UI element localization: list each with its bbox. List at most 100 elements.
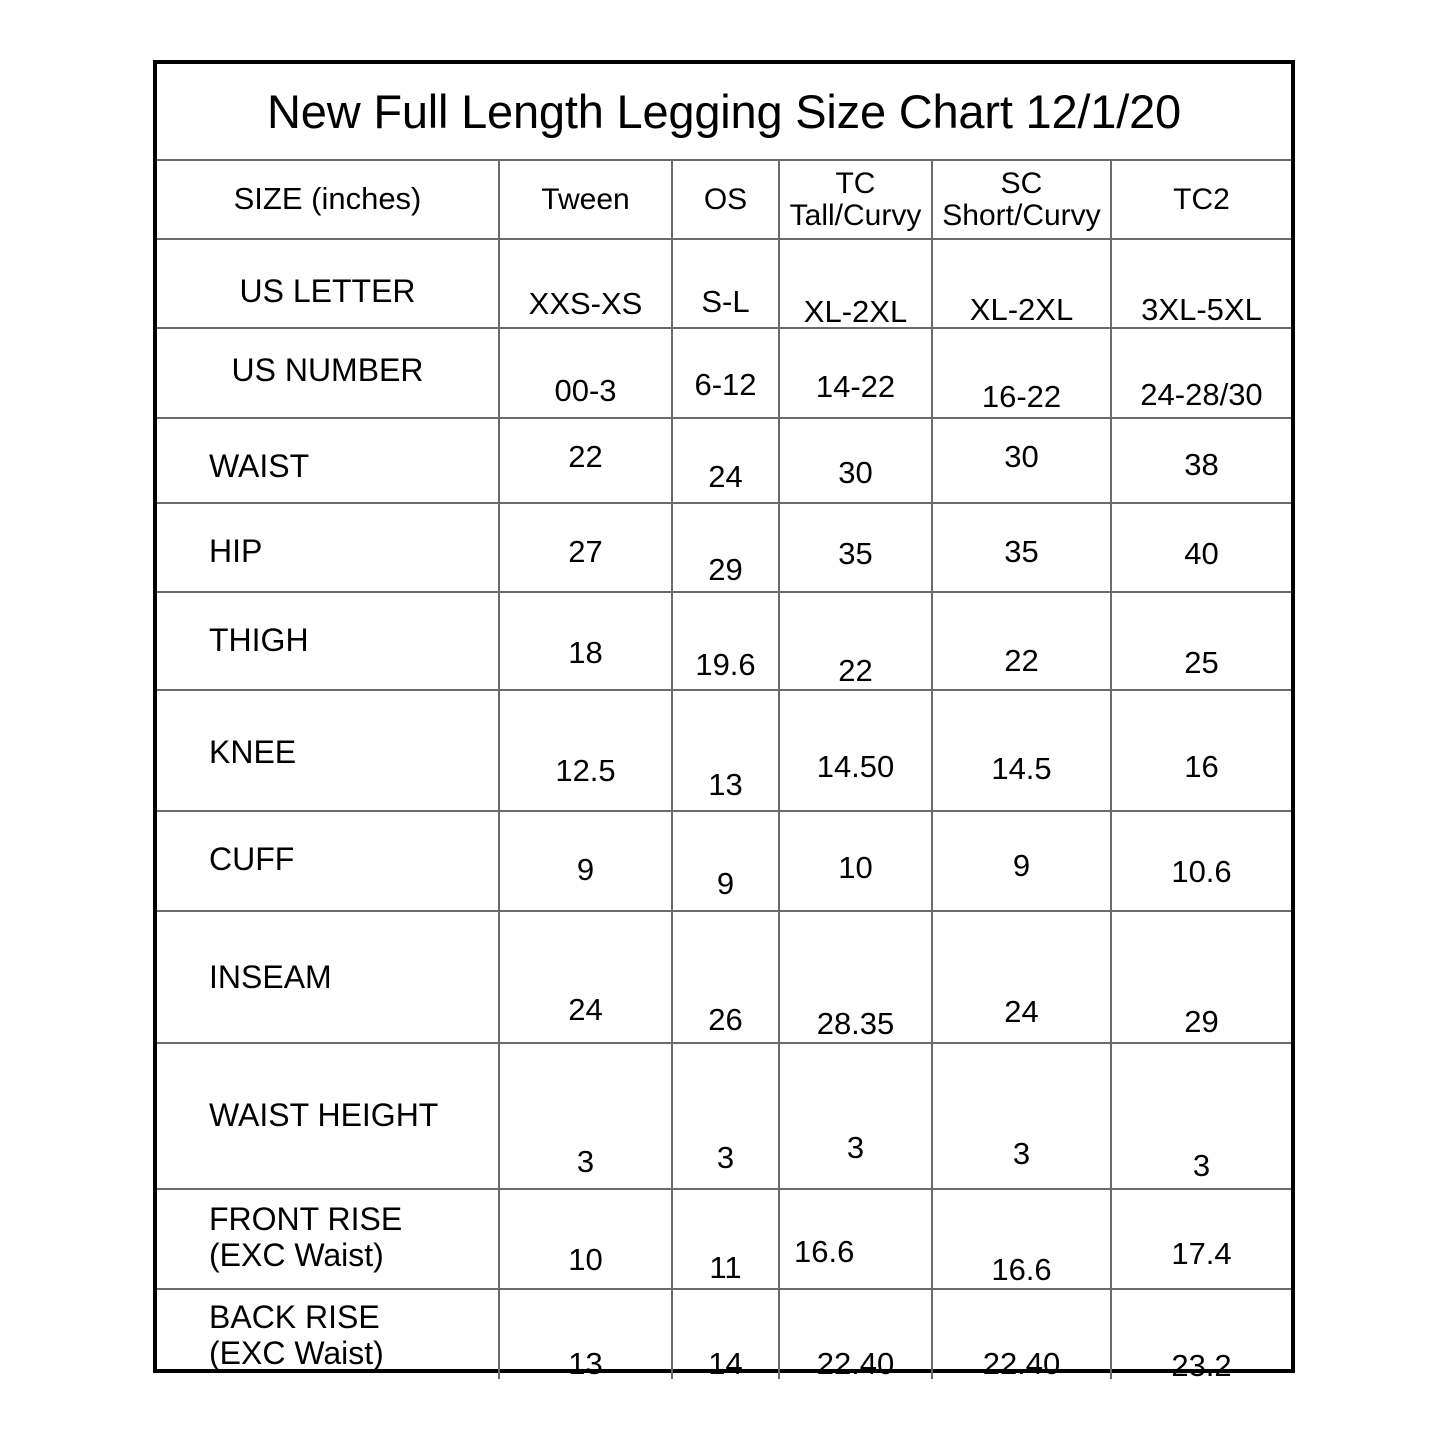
value-cell-tween: 13 xyxy=(500,1290,673,1379)
value-cell-os: 14 xyxy=(673,1290,780,1379)
cell-value: 9 xyxy=(576,852,595,887)
value-cell-tc2: 17.4 xyxy=(1112,1190,1291,1288)
value-cell-tc2: 24-28/30 xyxy=(1112,329,1291,417)
table-header-row: SIZE (inches) Tween OS TC Tall/Curvy SC Sh… xyxy=(157,161,1291,240)
table-row: CUFF 9 9 10 9 10.6 xyxy=(157,812,1291,912)
cell-value: 24 xyxy=(568,992,603,1027)
row-label-cell: HIP xyxy=(157,504,500,591)
cell-value: 18 xyxy=(568,635,603,670)
value-cell-tc2: 16 xyxy=(1112,691,1291,810)
row-label: US LETTER xyxy=(239,273,416,309)
cell-value: 10.6 xyxy=(1171,854,1232,889)
cell-value: 3 xyxy=(1192,1148,1211,1183)
value-cell-tc2: 40 xyxy=(1112,504,1291,591)
cell-value: 16-22 xyxy=(981,379,1062,414)
table-row: INSEAM 24 26 28.35 24 29 xyxy=(157,912,1291,1044)
value-cell-sc: 24 xyxy=(933,912,1112,1042)
cell-value: 3 xyxy=(1012,1136,1031,1171)
table-row: HIP 27 29 35 35 40 xyxy=(157,504,1291,593)
row-label-cell: US NUMBER xyxy=(157,329,500,417)
row-label-line1: FRONT RISE xyxy=(209,1201,403,1237)
value-cell-tc: 14.50 xyxy=(780,691,933,810)
header-label-tween: Tween xyxy=(541,182,630,216)
value-cell-tc2: 38 xyxy=(1112,419,1291,502)
cell-value: 13 xyxy=(568,1346,603,1379)
cell-value: 16 xyxy=(1184,749,1219,784)
cell-value: 29 xyxy=(708,552,743,587)
cell-value: 35 xyxy=(1004,534,1039,569)
cell-value: 12.5 xyxy=(555,753,616,788)
cell-value: 14.5 xyxy=(991,751,1052,786)
row-label: WAIST HEIGHT xyxy=(209,1097,439,1133)
header-cell-sc: SC Short/Curvy xyxy=(933,161,1112,238)
value-cell-tc2: 29 xyxy=(1112,912,1291,1042)
value-cell-tween: 00-3 xyxy=(500,329,673,417)
value-cell-sc: 30 xyxy=(933,419,1112,502)
row-label-cell: KNEE xyxy=(157,691,500,810)
cell-value: 22 xyxy=(1004,643,1039,678)
row-label: HIP xyxy=(209,533,263,569)
header-label-sc-line2: Short/Curvy xyxy=(942,198,1101,232)
cell-value: XL-2XL xyxy=(803,294,908,327)
value-cell-tc: 30 xyxy=(780,419,933,502)
value-cell-tc: 35 xyxy=(780,504,933,591)
row-label-cell: FRONT RISE (EXC Waist) xyxy=(157,1190,500,1288)
cell-value: 16.6 xyxy=(991,1252,1052,1287)
value-cell-tc2: 3 xyxy=(1112,1044,1291,1188)
size-chart-table: New Full Length Legging Size Chart 12/1/… xyxy=(153,60,1295,1379)
value-cell-sc: 14.5 xyxy=(933,691,1112,810)
value-cell-os: 24 xyxy=(673,419,780,502)
row-label: WAIST xyxy=(209,448,310,484)
value-cell-sc: 35 xyxy=(933,504,1112,591)
cell-value: 3 xyxy=(846,1130,865,1165)
cell-value: 3 xyxy=(716,1140,735,1175)
cell-value: 24 xyxy=(708,459,743,494)
value-cell-os: 13 xyxy=(673,691,780,810)
row-label: BACK RISE (EXC Waist) xyxy=(209,1299,384,1372)
value-cell-tc: 14-22 xyxy=(780,329,933,417)
cell-value: 29 xyxy=(1184,1004,1219,1039)
value-cell-os: S-L xyxy=(673,240,780,327)
header-label-tc2: TC2 xyxy=(1173,182,1230,216)
row-label: US NUMBER xyxy=(231,352,424,388)
table-row: WAIST HEIGHT 3 3 3 3 3 xyxy=(157,1044,1291,1190)
value-cell-tween: 27 xyxy=(500,504,673,591)
cell-value: 19.6 xyxy=(695,647,756,682)
value-cell-tc: 28.35 xyxy=(780,912,933,1042)
value-cell-sc: 9 xyxy=(933,812,1112,910)
header-label-sc: SC Short/Curvy xyxy=(942,166,1101,232)
cell-value: 13 xyxy=(708,767,743,802)
row-label-cell: CUFF xyxy=(157,812,500,910)
header-cell-tween: Tween xyxy=(500,161,673,238)
cell-value: 9 xyxy=(716,866,735,901)
cell-value: 16.6 xyxy=(794,1234,855,1269)
value-cell-os: 11 xyxy=(673,1190,780,1288)
row-label: FRONT RISE (EXC Waist) xyxy=(209,1201,403,1274)
cell-value: 23.2 xyxy=(1171,1348,1232,1379)
value-cell-sc: 22.40 xyxy=(933,1290,1112,1379)
header-label-sc-line1: SC xyxy=(1000,166,1043,200)
cell-value: 14 xyxy=(708,1346,743,1379)
row-label-cell: US LETTER xyxy=(157,240,500,327)
value-cell-tc: 3 xyxy=(780,1044,933,1188)
cell-value: 35 xyxy=(838,536,873,571)
cell-value: 22 xyxy=(568,439,603,474)
cell-value: 24 xyxy=(1004,994,1039,1029)
value-cell-tween: 12.5 xyxy=(500,691,673,810)
header-label-tc: TC Tall/Curvy xyxy=(789,166,922,232)
cell-value: 3 xyxy=(576,1144,595,1179)
cell-value: 27 xyxy=(568,534,603,569)
cell-value: 24-28/30 xyxy=(1140,377,1263,412)
header-cell-os: OS xyxy=(673,161,780,238)
value-cell-sc: 3 xyxy=(933,1044,1112,1188)
header-label-tc-line1: TC xyxy=(835,166,876,200)
value-cell-tc: 10 xyxy=(780,812,933,910)
value-cell-os: 19.6 xyxy=(673,593,780,689)
cell-value: 17.4 xyxy=(1171,1236,1232,1271)
header-cell-tc2: TC2 xyxy=(1112,161,1291,238)
header-label-tc-line2: Tall/Curvy xyxy=(789,198,922,232)
value-cell-tc2: 3XL-5XL xyxy=(1112,240,1291,327)
value-cell-os: 9 xyxy=(673,812,780,910)
table-row: BACK RISE (EXC Waist) 13 14 22.40 22.40 2… xyxy=(157,1290,1291,1379)
